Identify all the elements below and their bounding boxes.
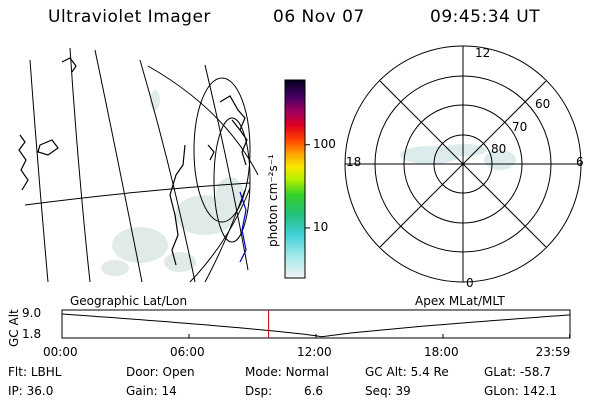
colorbar-ticks xyxy=(305,144,310,229)
colorbar-tick-label: 100 xyxy=(313,136,336,151)
glon-value: 142.1 xyxy=(522,384,557,398)
altitude-curve xyxy=(61,313,571,338)
polar-mlt-plot xyxy=(344,45,582,283)
info-gc-alt: GC Alt: 5.4 Re xyxy=(365,365,449,379)
altitude-strip xyxy=(61,309,571,339)
altitude-axis-title: GC Alt xyxy=(7,309,21,347)
polar-emission xyxy=(400,144,516,170)
observation-date: 06 Nov 07 xyxy=(273,7,365,27)
info-dsp: Dsp: 6.6 xyxy=(245,384,324,398)
time-tick-label: 00:00 xyxy=(43,345,78,359)
info-seq: Seq: 39 xyxy=(365,384,411,398)
altitude-tick-bottom: 1.8 xyxy=(22,327,42,341)
colorbar-tick-label: 10 xyxy=(313,219,329,234)
time-tick-label: 18:00 xyxy=(424,345,459,359)
instrument-title: Ultraviolet Imager xyxy=(48,7,211,27)
map-emission xyxy=(101,90,244,276)
mlt-label-12: 12 xyxy=(475,46,491,60)
flt-value: LBHL xyxy=(30,365,62,379)
gc-alt-value: 5.4 Re xyxy=(410,365,449,379)
geographic-map xyxy=(18,47,259,283)
mlt-label-6: 6 xyxy=(576,155,584,169)
mode-value: Normal xyxy=(285,365,329,379)
colorbar-unit-label: photon cm⁻²s⁻¹ xyxy=(266,154,280,247)
altitude-tick-top: 9.0 xyxy=(22,306,42,320)
seq-value: 39 xyxy=(395,384,411,398)
right-panel-label: Apex MLat/MLT xyxy=(415,294,505,308)
mlt-label-0: 0 xyxy=(466,276,474,290)
time-tick-label: 06:00 xyxy=(170,345,205,359)
info-glat: GLat: -58.7 xyxy=(484,365,551,379)
time-tick-label: 12:00 xyxy=(297,345,332,359)
mlat-label-70: 70 xyxy=(512,120,528,134)
x-tick-marks xyxy=(61,334,571,338)
info-gain: Gain: 14 xyxy=(126,384,177,398)
observation-time: 09:45:34 UT xyxy=(430,7,541,27)
glat-value: -58.7 xyxy=(519,365,551,379)
mlat-label-80: 80 xyxy=(491,142,507,156)
gain-value: 14 xyxy=(161,384,177,398)
door-value: Open xyxy=(162,365,195,379)
time-tick-label: 23:59 xyxy=(535,345,571,359)
mlt-label-18: 18 xyxy=(346,155,362,169)
info-glon: GLon: 142.1 xyxy=(484,384,557,398)
mlat-label-60: 60 xyxy=(535,97,551,111)
info-ip: IP: 36.0 xyxy=(8,384,54,398)
left-panel-label: Geographic Lat/Lon xyxy=(70,294,188,308)
dsp-value: 6.6 xyxy=(303,384,324,398)
info-flt: Flt: LBHL xyxy=(8,365,62,379)
info-mode: Mode: Normal xyxy=(245,365,329,379)
info-door: Door: Open xyxy=(126,365,195,379)
colorbar xyxy=(284,79,310,279)
ip-value: 36.0 xyxy=(26,384,54,398)
